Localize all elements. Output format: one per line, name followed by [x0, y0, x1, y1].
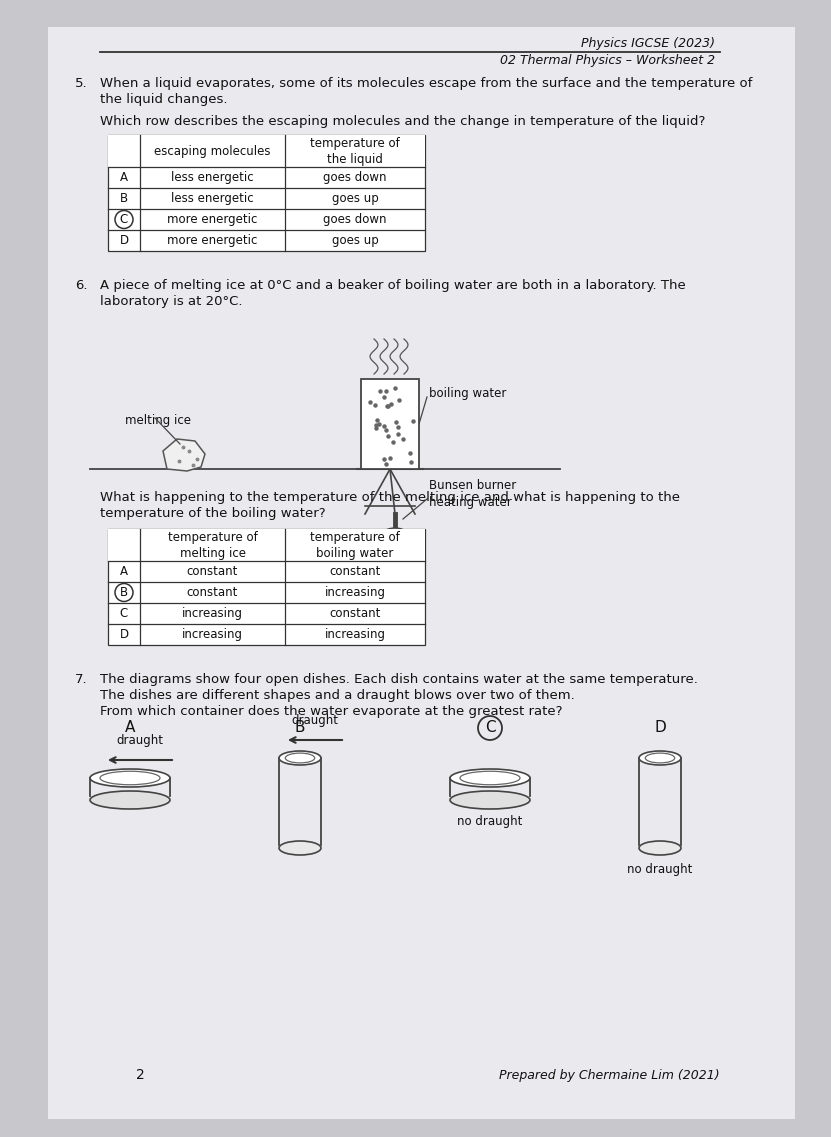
- Text: more energetic: more energetic: [167, 234, 258, 247]
- Text: escaping molecules: escaping molecules: [155, 144, 271, 158]
- Text: The dishes are different shapes and a draught blows over two of them.: The dishes are different shapes and a dr…: [100, 689, 575, 702]
- Bar: [108, 135, 425, 167]
- Text: increasing: increasing: [182, 607, 243, 620]
- Text: temperature of
boiling water: temperature of boiling water: [310, 531, 400, 559]
- Text: goes down: goes down: [323, 213, 386, 226]
- Ellipse shape: [385, 528, 405, 536]
- Text: constant: constant: [329, 607, 381, 620]
- Text: draught: draught: [116, 735, 164, 747]
- Text: When a liquid evaporates, some of its molecules escape from the surface and the : When a liquid evaporates, some of its mo…: [100, 77, 752, 90]
- Text: Bunsen burner
heating water: Bunsen burner heating water: [429, 479, 516, 509]
- Text: melting ice: melting ice: [125, 414, 191, 428]
- Text: C: C: [120, 607, 128, 620]
- Text: goes up: goes up: [332, 192, 378, 205]
- Ellipse shape: [450, 769, 530, 787]
- Ellipse shape: [639, 841, 681, 855]
- Text: 6.: 6.: [75, 279, 87, 292]
- Text: A piece of melting ice at 0°C and a beaker of boiling water are both in a labora: A piece of melting ice at 0°C and a beak…: [100, 279, 686, 292]
- Bar: [361, 379, 419, 468]
- Text: constant: constant: [187, 586, 238, 599]
- Text: What is happening to the temperature of the melting ice and what is happening to: What is happening to the temperature of …: [100, 491, 680, 504]
- Text: A: A: [120, 171, 128, 184]
- Text: boiling water: boiling water: [429, 388, 506, 400]
- Text: A: A: [125, 721, 135, 736]
- Ellipse shape: [279, 841, 321, 855]
- Text: A: A: [120, 565, 128, 578]
- Text: B: B: [295, 721, 305, 736]
- Text: increasing: increasing: [182, 628, 243, 641]
- Text: D: D: [120, 234, 129, 247]
- Text: The diagrams show four open dishes. Each dish contains water at the same tempera: The diagrams show four open dishes. Each…: [100, 673, 698, 686]
- Text: no draught: no draught: [627, 863, 693, 875]
- Text: constant: constant: [329, 565, 381, 578]
- Ellipse shape: [639, 752, 681, 765]
- Bar: [108, 135, 425, 251]
- Text: C: C: [120, 213, 128, 226]
- Text: temperature of
melting ice: temperature of melting ice: [168, 531, 258, 559]
- Text: constant: constant: [187, 565, 238, 578]
- Polygon shape: [163, 439, 205, 471]
- Text: more energetic: more energetic: [167, 213, 258, 226]
- Text: Physics IGCSE (2023): Physics IGCSE (2023): [581, 38, 715, 50]
- Ellipse shape: [279, 752, 321, 765]
- Text: B: B: [120, 586, 128, 599]
- Text: Prepared by Chermaine Lim (2021): Prepared by Chermaine Lim (2021): [499, 1069, 720, 1082]
- Ellipse shape: [90, 791, 170, 810]
- Text: 7.: 7.: [75, 673, 87, 686]
- Text: less energetic: less energetic: [171, 171, 253, 184]
- Text: temperature of the boiling water?: temperature of the boiling water?: [100, 507, 326, 520]
- Bar: [108, 529, 425, 561]
- Text: goes up: goes up: [332, 234, 378, 247]
- Ellipse shape: [450, 791, 530, 810]
- Ellipse shape: [90, 769, 170, 787]
- Text: increasing: increasing: [324, 628, 386, 641]
- Text: C: C: [484, 721, 495, 736]
- Text: the liquid changes.: the liquid changes.: [100, 93, 228, 106]
- Text: 2: 2: [135, 1068, 145, 1082]
- Text: laboratory is at 20°C.: laboratory is at 20°C.: [100, 294, 243, 308]
- Text: 5.: 5.: [75, 77, 87, 90]
- Text: increasing: increasing: [324, 586, 386, 599]
- Text: goes down: goes down: [323, 171, 386, 184]
- Bar: [48, 27, 795, 1119]
- Text: 02 Thermal Physics – Worksheet 2: 02 Thermal Physics – Worksheet 2: [500, 53, 715, 67]
- Bar: [108, 529, 425, 645]
- Text: draught: draught: [292, 714, 338, 727]
- Text: B: B: [120, 192, 128, 205]
- Text: no draught: no draught: [457, 815, 523, 828]
- Text: D: D: [120, 628, 129, 641]
- Text: less energetic: less energetic: [171, 192, 253, 205]
- Text: temperature of
the liquid: temperature of the liquid: [310, 136, 400, 166]
- Text: Which row describes the escaping molecules and the change in temperature of the : Which row describes the escaping molecul…: [100, 115, 706, 128]
- Text: D: D: [654, 721, 666, 736]
- Text: From which container does the water evaporate at the greatest rate?: From which container does the water evap…: [100, 705, 563, 717]
